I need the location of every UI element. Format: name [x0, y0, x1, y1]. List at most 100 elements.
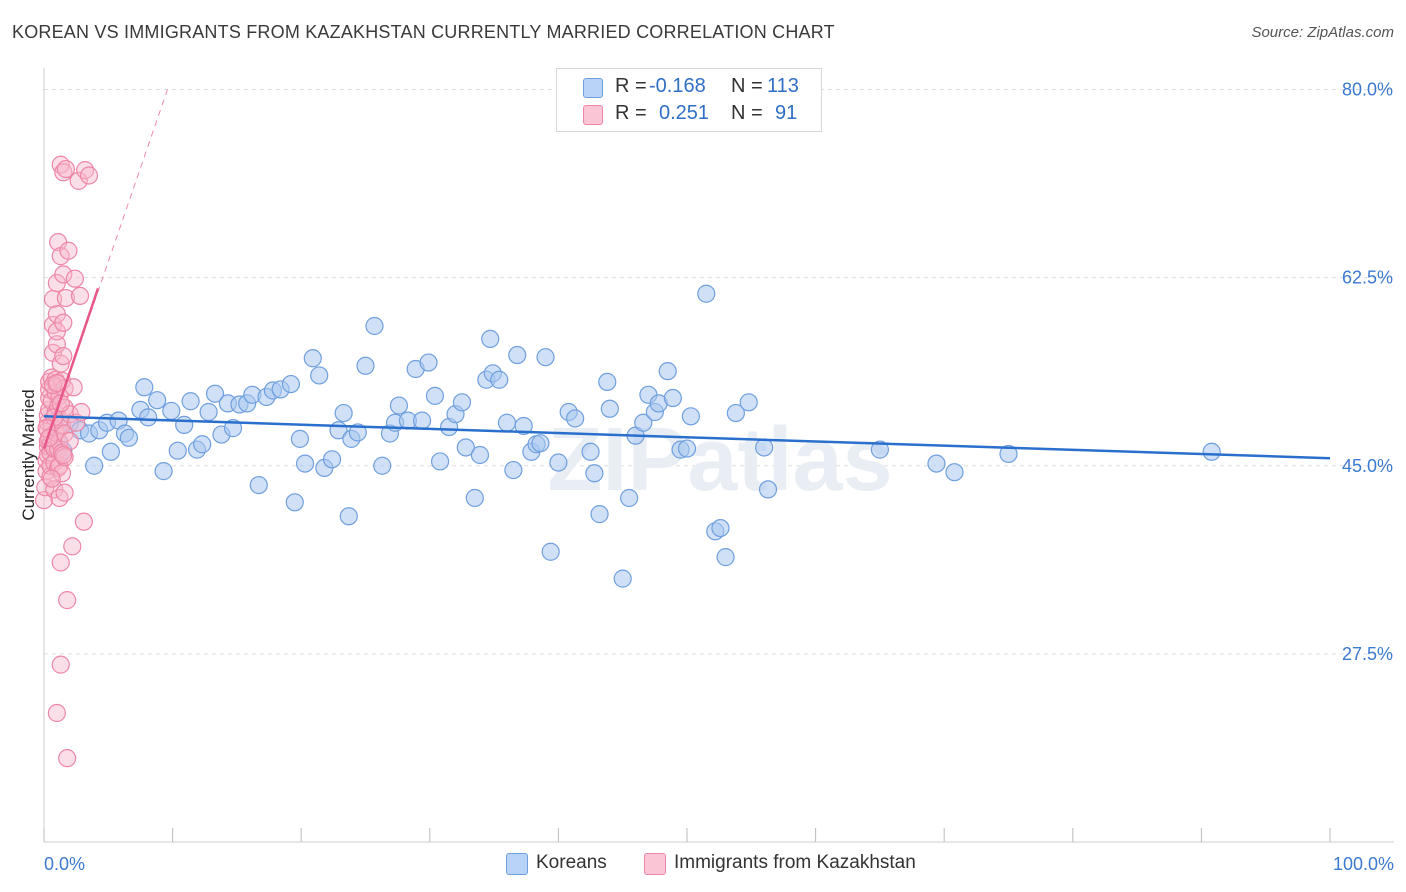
- korean-point: [419, 353, 438, 372]
- korean-point: [85, 456, 104, 475]
- korean-point: [497, 413, 517, 432]
- y-tick-label: 45.0%: [1342, 456, 1393, 476]
- korean-point: [135, 378, 154, 397]
- korean-point: [566, 409, 585, 428]
- korean-point: [600, 399, 619, 418]
- korean-point: [711, 518, 730, 538]
- kazakhstan-trend-extension: [43, 89, 168, 449]
- legend-r-value: -0.168: [649, 75, 706, 97]
- korean-point: [508, 345, 527, 365]
- korean-point: [168, 441, 187, 460]
- korean-point: [303, 349, 322, 368]
- bottom-legend-swatch-blue: [506, 853, 528, 875]
- y-axis-label: Currently Married: [19, 389, 38, 520]
- legend-n-value: 91: [775, 102, 798, 124]
- kazakhstan-point: [65, 269, 84, 288]
- kazakhstan-point: [51, 394, 70, 413]
- korean-point: [175, 415, 194, 434]
- korean-point: [290, 429, 310, 448]
- korean-point: [281, 374, 301, 394]
- grid-lines: [44, 89, 1394, 655]
- korean-trend-line: [43, 415, 1331, 460]
- x-tick-label: 100.0%: [1333, 854, 1394, 874]
- korean-point: [199, 402, 218, 422]
- y-tick-label: 27.5%: [1342, 644, 1393, 664]
- kazakhstan-point: [54, 163, 73, 182]
- korean-point: [465, 488, 484, 508]
- axes: [43, 68, 1394, 843]
- korean-point: [412, 411, 432, 430]
- korean-point: [373, 456, 392, 475]
- kazakhstan-point: [70, 286, 90, 305]
- korean-point: [634, 413, 653, 432]
- korean-point: [148, 391, 167, 410]
- kazakhstan-point: [51, 655, 70, 674]
- y-tick-label: 62.5%: [1342, 268, 1393, 288]
- korean-point: [531, 434, 550, 453]
- kazakhstan-point: [63, 537, 82, 556]
- korean-point: [295, 454, 315, 473]
- korean-point: [726, 403, 745, 423]
- korean-point: [249, 476, 268, 495]
- korean-point: [339, 507, 358, 526]
- kazakhstan-point: [69, 171, 88, 190]
- kazakhstan-point: [56, 159, 75, 179]
- legend-swatch-blue: [583, 78, 603, 98]
- korean-point: [755, 438, 774, 457]
- kazakhstan-point: [58, 591, 77, 610]
- korean-point: [425, 386, 445, 405]
- korean-point: [310, 366, 329, 385]
- korean-point: [598, 372, 617, 391]
- legend-r-label: R =: [615, 75, 647, 97]
- stats-legend: R = -0.168 N = 113 R = 0.251 N = 91: [556, 68, 822, 132]
- kazakhstan-point: [74, 512, 93, 531]
- bottom-legend-label: Koreans: [536, 852, 607, 873]
- kazakhstan-point: [54, 445, 73, 465]
- korean-point: [999, 444, 1018, 464]
- korean-point: [870, 440, 890, 459]
- watermark: ZIPatlas: [547, 410, 892, 510]
- kazakhstan-point: [56, 288, 75, 308]
- y-tick-label: 80.0%: [1342, 80, 1393, 100]
- korean-point: [154, 462, 173, 481]
- korean-point: [481, 329, 500, 348]
- korean-point: [1202, 442, 1221, 461]
- korean-point: [490, 370, 509, 389]
- kazakhstan-point: [47, 335, 66, 354]
- korean-point: [758, 480, 778, 499]
- korean-point: [139, 408, 158, 427]
- legend-r-value: 0.251: [659, 102, 710, 124]
- korean-point: [119, 428, 138, 447]
- korean-point: [585, 464, 604, 483]
- kazakhstan-point: [54, 313, 73, 332]
- korean-point: [945, 463, 964, 482]
- kazakhstan-point: [42, 469, 61, 488]
- korean-point: [285, 493, 304, 512]
- korean-point: [162, 401, 181, 421]
- korean-point: [334, 403, 353, 423]
- korean-point: [549, 453, 568, 472]
- kazakhstan-point: [54, 265, 73, 284]
- kazakhstan-point: [59, 241, 78, 260]
- korean-point: [658, 362, 677, 381]
- korean-point: [456, 438, 475, 457]
- kazakhstan-point: [47, 703, 66, 723]
- korean-point: [430, 452, 450, 471]
- korean-point: [452, 393, 472, 412]
- korean-point: [356, 356, 375, 375]
- legend-row-kazakhstan: R = 0.251 N = 91: [557, 100, 821, 128]
- x-tick-label: 0.0%: [44, 854, 85, 874]
- kazakhstan-point: [55, 483, 74, 502]
- kazakhstan-point: [58, 749, 77, 768]
- legend-n-value: 113: [767, 75, 799, 97]
- korean-point: [716, 548, 735, 567]
- korean-point: [590, 505, 609, 524]
- korean-point: [504, 460, 523, 480]
- kazakhstan-point: [79, 166, 99, 185]
- trend-lines: [42, 89, 1331, 460]
- legend-n-label: N =: [731, 102, 763, 124]
- legend-swatch-pink: [583, 105, 603, 125]
- korean-point: [739, 393, 758, 412]
- korean-point: [663, 388, 682, 408]
